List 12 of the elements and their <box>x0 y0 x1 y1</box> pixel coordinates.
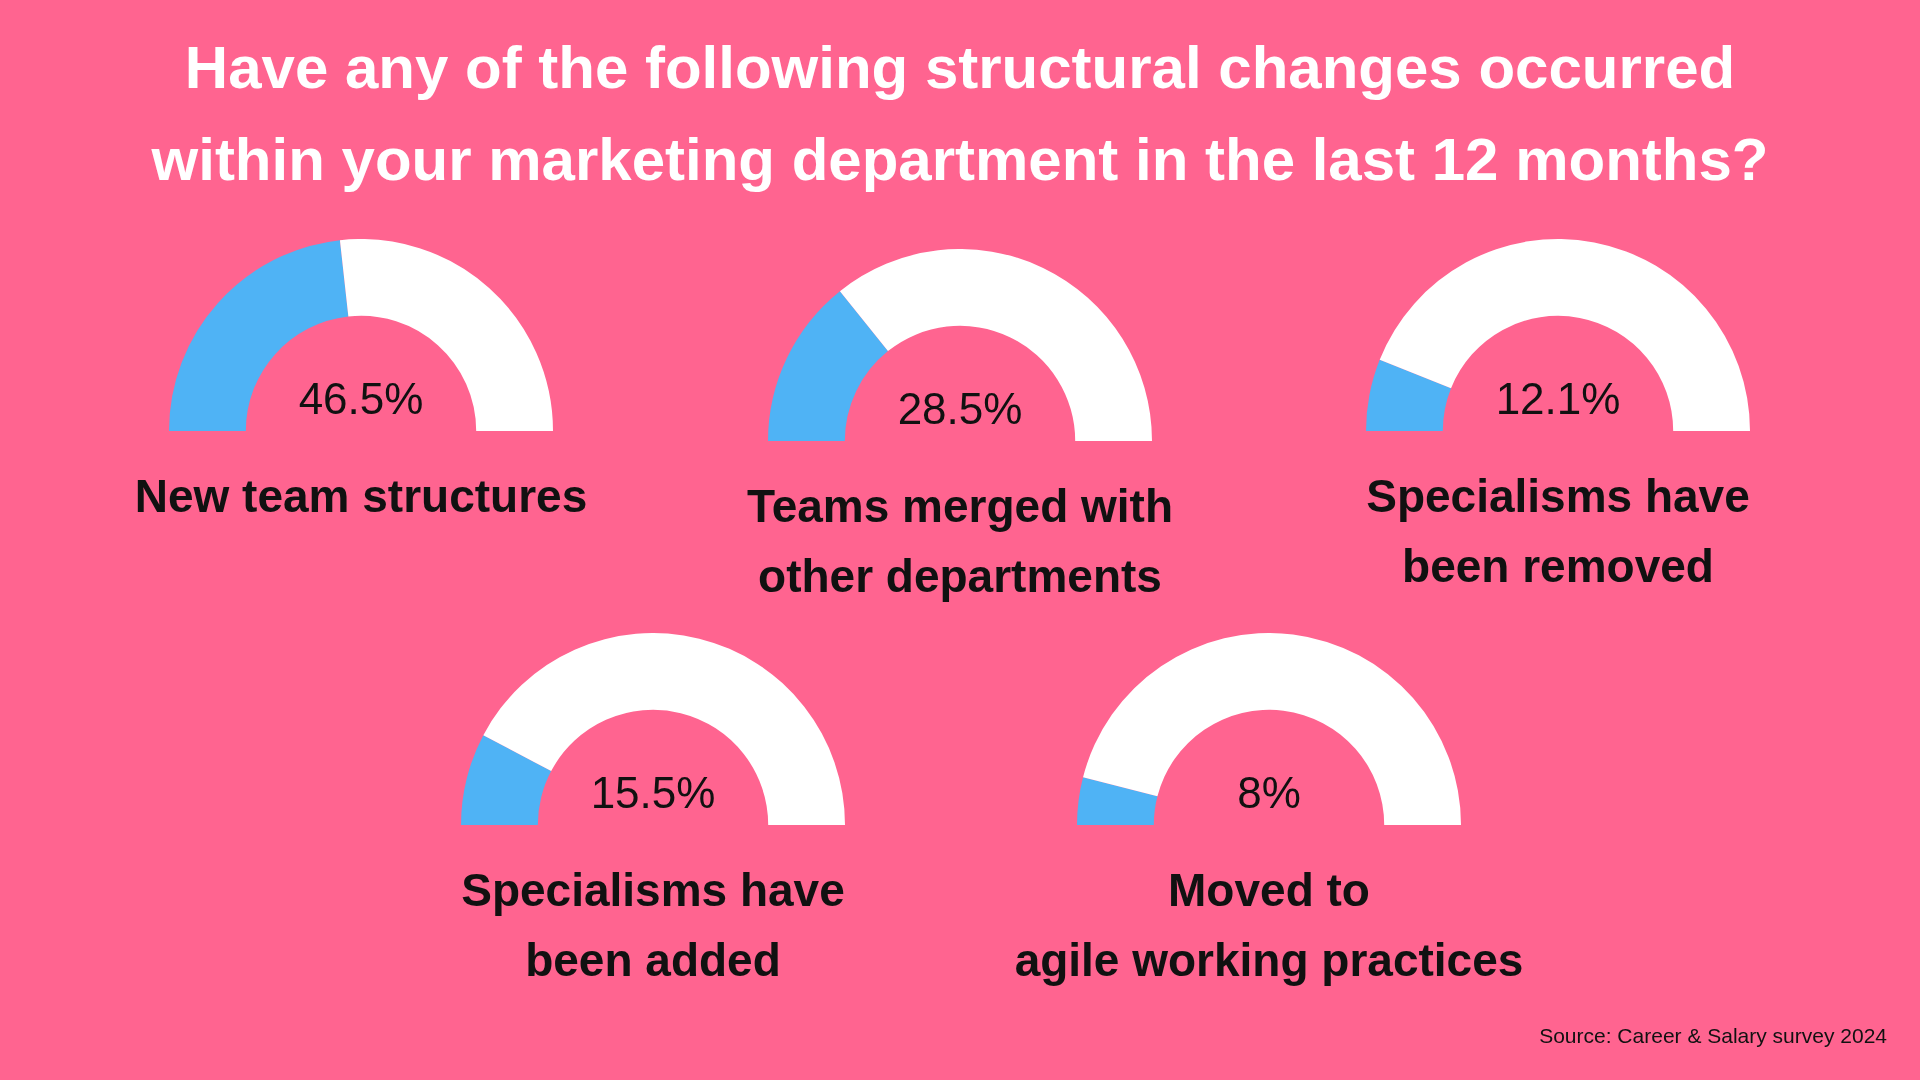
text: 28.5% <box>897 384 1023 434</box>
text: 12.1% <box>1495 374 1621 424</box>
source-note: Source: Career & Salary survey 2024 <box>1539 1024 1887 1048</box>
text: Specialisms have been added <box>460 863 846 988</box>
text: Moved to agile working practices <box>1013 863 1525 988</box>
text: Have any of the following structural changes occurred within your marketing department in the last 12 months? <box>150 33 1770 195</box>
text: New team structures <box>133 469 589 524</box>
text: 15.5% <box>590 768 716 818</box>
text: Specialisms have been removed <box>1365 469 1751 594</box>
text: 46.5% <box>298 374 424 424</box>
text: 8% <box>1237 768 1301 818</box>
text: Teams merged with other departments <box>745 479 1174 604</box>
